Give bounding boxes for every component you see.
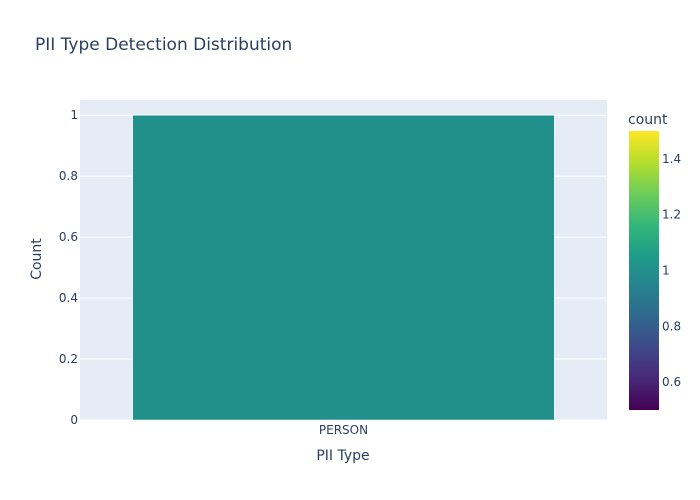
bar xyxy=(132,114,555,421)
y-tick-label: 0.2 xyxy=(59,352,78,366)
y-tick-label: 0.8 xyxy=(59,169,78,183)
y-axis-ticks: 0 0.2 0.4 0.6 0.8 1 xyxy=(59,108,78,427)
y-tick-label: 0 xyxy=(70,413,78,427)
y-axis-title: Count xyxy=(29,238,45,280)
x-tick-label: PERSON xyxy=(319,423,368,437)
colorbar-tick-label: 0.6 xyxy=(662,375,681,389)
y-tick-label: 0.6 xyxy=(59,230,78,244)
bars xyxy=(132,114,555,421)
colorbar-tick-label: 0.8 xyxy=(662,319,681,333)
colorbar-tick-label: 1.4 xyxy=(662,152,681,166)
x-axis-title: PII Type xyxy=(316,448,369,464)
y-tick-label: 1 xyxy=(70,108,78,122)
x-axis-ticks: PERSON xyxy=(319,423,368,437)
colorbar-tick-label: 1 xyxy=(662,264,670,278)
y-tick-label: 0.4 xyxy=(59,291,78,305)
colorbar xyxy=(629,131,659,410)
colorbar-tick-label: 1.2 xyxy=(662,208,681,222)
colorbar-ticks: 0.6 0.8 1 1.2 1.4 xyxy=(662,152,681,389)
colorbar-title: count xyxy=(628,112,668,128)
chart-title: PII Type Detection Distribution xyxy=(35,35,292,55)
